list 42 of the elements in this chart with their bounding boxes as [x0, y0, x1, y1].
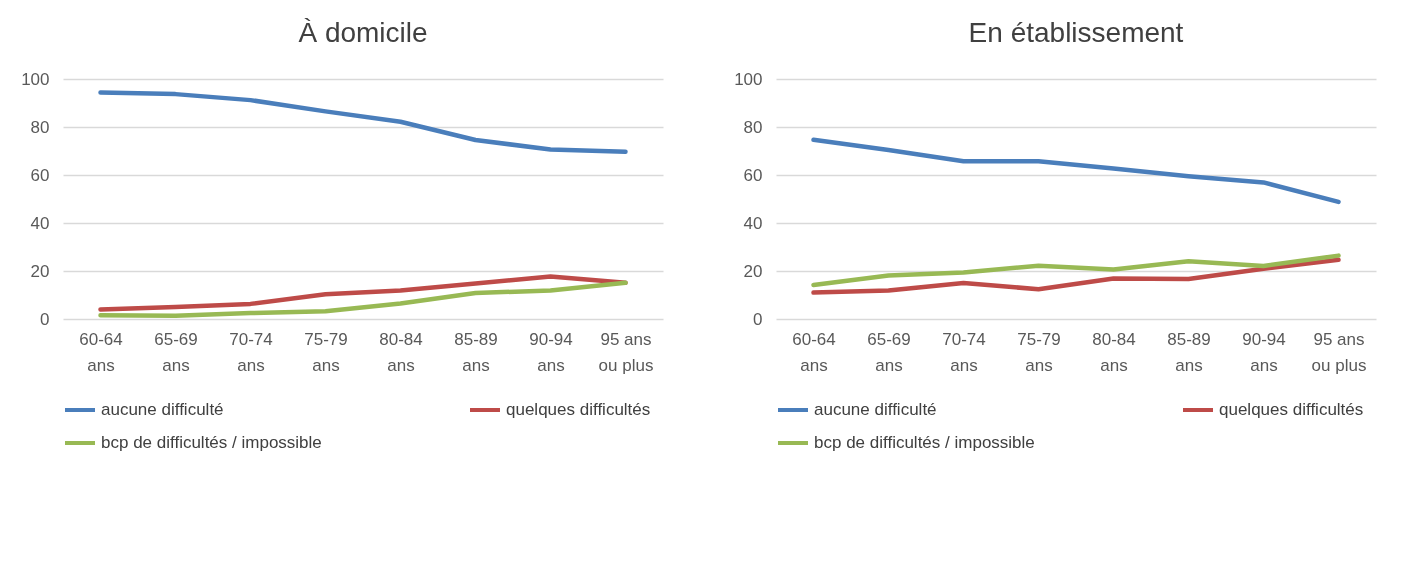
legend-label: aucune difficulté [101, 400, 224, 419]
legend-label: aucune difficulté [814, 400, 937, 419]
x-tick-label: 70-74 ans [942, 329, 986, 375]
line-series [98, 274, 628, 312]
line-series [811, 253, 1341, 288]
legend-label: bcp de difficultés / impossible [814, 433, 1035, 452]
x-tick-label: 80-84 ans [379, 329, 423, 375]
y-tick-label: 60 [30, 165, 50, 185]
y-tick-label: 0 [753, 309, 763, 329]
y-tick-label: 40 [743, 213, 763, 233]
x-tick-label: 85-89 ans [454, 329, 498, 375]
x-tick-label: 90-94 ans [1242, 329, 1286, 375]
y-tick-label: 20 [30, 261, 50, 281]
x-tick-label: 75-79 ans [1017, 329, 1061, 375]
y-tick-label: 20 [743, 261, 763, 281]
y-tick-label: 80 [30, 117, 50, 137]
y-tick-label: 100 [21, 69, 50, 89]
x-tick-label: 90-94 ans [529, 329, 573, 375]
y-tick-label: 0 [40, 309, 50, 329]
y-tick-label: 60 [743, 165, 763, 185]
x-tick-label: 65-69 ans [867, 329, 911, 375]
x-tick-label: 95 ans ou plus [1311, 329, 1367, 375]
x-tick-label: 95 ans ou plus [598, 329, 654, 375]
line-series [98, 280, 628, 318]
chart-title: En établissement [968, 17, 1184, 48]
x-tick-label: 85-89 ans [1167, 329, 1211, 375]
line-series [811, 257, 1341, 295]
chart-title: À domicile [298, 17, 428, 48]
y-tick-label: 40 [30, 213, 50, 233]
x-tick-label: 75-79 ans [304, 329, 348, 375]
x-tick-label: 60-64 ans [792, 329, 836, 375]
x-tick-label: 70-74 ans [229, 329, 273, 375]
y-tick-label: 80 [743, 117, 763, 137]
legend-label: bcp de difficultés / impossible [101, 433, 322, 452]
line-series [98, 90, 628, 154]
x-tick-label: 65-69 ans [154, 329, 198, 375]
x-tick-label: 80-84 ans [1092, 329, 1136, 375]
legend-label: quelques difficultés [506, 400, 651, 419]
y-tick-label: 100 [734, 69, 763, 89]
x-tick-label: 60-64 ans [79, 329, 123, 375]
legend-label: quelques difficultés [1219, 400, 1364, 419]
line-series [811, 137, 1341, 205]
